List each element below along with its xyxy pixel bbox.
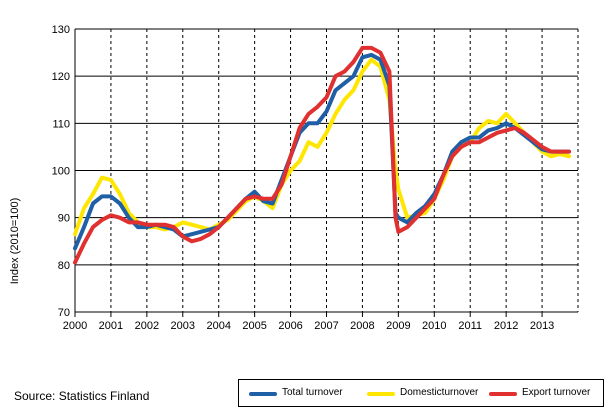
x-tick-label: 2010 <box>422 320 446 332</box>
series-lines <box>73 45 571 265</box>
legend-label-total: Total turnover <box>282 387 343 398</box>
x-tick-label: 2003 <box>171 320 195 332</box>
series-line-total <box>73 52 571 251</box>
x-tick-label: 2008 <box>350 320 374 332</box>
x-tick-label: 2011 <box>458 320 482 332</box>
x-tick-label: 2004 <box>206 320 230 332</box>
y-tick-label: 110 <box>52 118 70 130</box>
legend-label-export: Export turnover <box>522 387 591 398</box>
legend-swatch-domestic <box>367 392 395 396</box>
x-tick-label: 2007 <box>314 320 338 332</box>
y-tick-label: 130 <box>52 24 70 36</box>
axes <box>74 29 578 317</box>
x-tick-label: 2012 <box>494 320 518 332</box>
legend-swatch-export <box>489 392 517 396</box>
y-tick-label: 100 <box>52 166 70 178</box>
grid <box>75 28 579 312</box>
y-tick-label: 120 <box>52 71 70 83</box>
x-tick-label: 2000 <box>63 320 87 332</box>
legend-label-domestic: Domesticturnover <box>400 387 479 398</box>
x-tick-label: 2013 <box>530 320 554 332</box>
source-note: Source: Statistics Finland <box>14 389 150 403</box>
x-tick-label: 2009 <box>386 320 410 332</box>
x-tick-label: 2002 <box>135 320 159 332</box>
tick-labels: 70 80 90 100 110 120 130 2000 2001 2002 2003 2004 20… <box>52 24 555 332</box>
x-tick-label: 2006 <box>278 320 302 332</box>
series-line-domestic <box>73 57 571 237</box>
y-tick-label: 80 <box>58 260 70 272</box>
x-tick-label: 2005 <box>242 320 266 332</box>
series-line-export <box>73 45 571 265</box>
y-tick-label: 90 <box>58 213 70 225</box>
y-axis-label: Index (2010=100) <box>9 198 21 285</box>
x-tick-label: 2001 <box>99 320 123 332</box>
legend-swatch-total <box>249 392 277 396</box>
y-tick-label: 70 <box>58 307 70 319</box>
legend: Total turnover Domesticturnover Export t… <box>238 379 604 407</box>
